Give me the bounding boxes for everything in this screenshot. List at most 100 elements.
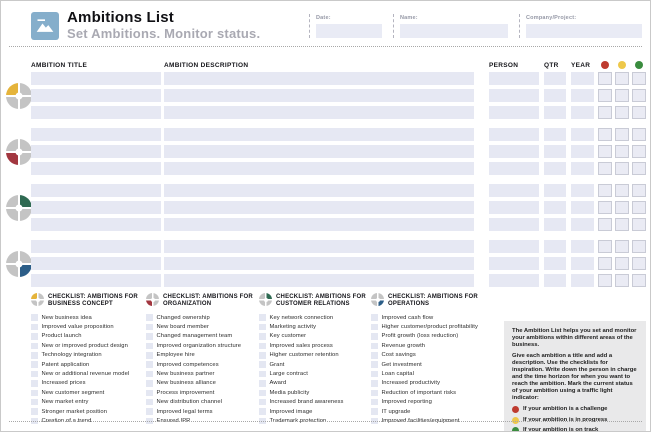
status-red-cell[interactable]: [598, 106, 612, 119]
checkbox[interactable]: [31, 398, 38, 406]
status-green-cell[interactable]: [632, 257, 646, 270]
checkbox[interactable]: [146, 370, 153, 378]
checkbox[interactable]: [371, 333, 378, 340]
status-green-cell[interactable]: [632, 106, 646, 119]
qtr-cell[interactable]: [544, 89, 566, 102]
checkbox[interactable]: [371, 323, 378, 331]
status-red-cell[interactable]: [598, 128, 612, 141]
qtr-cell[interactable]: [544, 274, 566, 287]
ambition-description-cell[interactable]: [164, 257, 474, 270]
person-cell[interactable]: [489, 145, 539, 158]
checkbox[interactable]: [371, 342, 378, 350]
checkbox[interactable]: [259, 417, 266, 425]
status-green-cell[interactable]: [632, 89, 646, 102]
checkbox[interactable]: [31, 352, 38, 359]
status-red-cell[interactable]: [598, 201, 612, 214]
year-cell[interactable]: [571, 72, 594, 85]
year-cell[interactable]: [571, 162, 594, 175]
year-cell[interactable]: [571, 240, 594, 253]
year-cell[interactable]: [571, 184, 594, 197]
status-yellow-cell[interactable]: [615, 89, 629, 102]
checkbox[interactable]: [371, 380, 378, 387]
person-cell[interactable]: [489, 72, 539, 85]
status-yellow-cell[interactable]: [615, 218, 629, 231]
qtr-cell[interactable]: [544, 218, 566, 231]
checkbox[interactable]: [31, 380, 38, 387]
checkbox[interactable]: [146, 417, 153, 425]
ambition-title-cell[interactable]: [31, 72, 161, 85]
company-project-input[interactable]: [526, 24, 642, 38]
status-yellow-cell[interactable]: [615, 162, 629, 175]
checkbox[interactable]: [146, 408, 153, 415]
checkbox[interactable]: [146, 314, 153, 321]
checkbox[interactable]: [31, 361, 38, 368]
checkbox[interactable]: [31, 323, 38, 331]
person-cell[interactable]: [489, 162, 539, 175]
checkbox[interactable]: [259, 314, 266, 321]
ambition-description-cell[interactable]: [164, 89, 474, 102]
status-green-cell[interactable]: [632, 184, 646, 197]
checkbox[interactable]: [259, 380, 266, 387]
ambition-description-cell[interactable]: [164, 240, 474, 253]
ambition-title-cell[interactable]: [31, 201, 161, 214]
status-red-cell[interactable]: [598, 184, 612, 197]
checkbox[interactable]: [259, 352, 266, 359]
checkbox[interactable]: [31, 389, 38, 397]
year-cell[interactable]: [571, 274, 594, 287]
status-green-cell[interactable]: [632, 72, 646, 85]
checkbox[interactable]: [31, 342, 38, 350]
checkbox[interactable]: [259, 398, 266, 406]
checkbox[interactable]: [371, 389, 378, 397]
checkbox[interactable]: [146, 380, 153, 387]
year-cell[interactable]: [571, 257, 594, 270]
checkbox[interactable]: [371, 314, 378, 321]
status-green-cell[interactable]: [632, 201, 646, 214]
status-green-cell[interactable]: [632, 274, 646, 287]
qtr-cell[interactable]: [544, 184, 566, 197]
person-cell[interactable]: [489, 106, 539, 119]
checkbox[interactable]: [146, 342, 153, 350]
ambition-title-cell[interactable]: [31, 162, 161, 175]
person-cell[interactable]: [489, 128, 539, 141]
person-cell[interactable]: [489, 240, 539, 253]
status-yellow-cell[interactable]: [615, 257, 629, 270]
ambition-description-cell[interactable]: [164, 201, 474, 214]
checkbox[interactable]: [371, 408, 378, 415]
qtr-cell[interactable]: [544, 106, 566, 119]
person-cell[interactable]: [489, 218, 539, 231]
checkbox[interactable]: [259, 333, 266, 340]
ambition-title-cell[interactable]: [31, 184, 161, 197]
status-yellow-cell[interactable]: [615, 184, 629, 197]
qtr-cell[interactable]: [544, 240, 566, 253]
ambition-description-cell[interactable]: [164, 128, 474, 141]
checkbox[interactable]: [259, 342, 266, 350]
status-green-cell[interactable]: [632, 218, 646, 231]
ambition-title-cell[interactable]: [31, 240, 161, 253]
status-red-cell[interactable]: [598, 257, 612, 270]
status-green-cell[interactable]: [632, 162, 646, 175]
ambition-title-cell[interactable]: [31, 257, 161, 270]
person-cell[interactable]: [489, 89, 539, 102]
status-red-cell[interactable]: [598, 72, 612, 85]
ambition-description-cell[interactable]: [164, 145, 474, 158]
ambition-description-cell[interactable]: [164, 218, 474, 231]
checkbox[interactable]: [31, 408, 38, 415]
checkbox[interactable]: [31, 417, 38, 425]
status-green-cell[interactable]: [632, 240, 646, 253]
checkbox[interactable]: [259, 323, 266, 331]
status-green-cell[interactable]: [632, 145, 646, 158]
ambition-description-cell[interactable]: [164, 106, 474, 119]
checkbox[interactable]: [259, 389, 266, 397]
year-cell[interactable]: [571, 106, 594, 119]
status-red-cell[interactable]: [598, 162, 612, 175]
person-cell[interactable]: [489, 184, 539, 197]
checkbox[interactable]: [146, 352, 153, 359]
status-yellow-cell[interactable]: [615, 240, 629, 253]
status-yellow-cell[interactable]: [615, 274, 629, 287]
status-red-cell[interactable]: [598, 145, 612, 158]
qtr-cell[interactable]: [544, 162, 566, 175]
ambition-title-cell[interactable]: [31, 128, 161, 141]
status-red-cell[interactable]: [598, 89, 612, 102]
checkbox[interactable]: [259, 408, 266, 415]
checkbox[interactable]: [371, 370, 378, 378]
